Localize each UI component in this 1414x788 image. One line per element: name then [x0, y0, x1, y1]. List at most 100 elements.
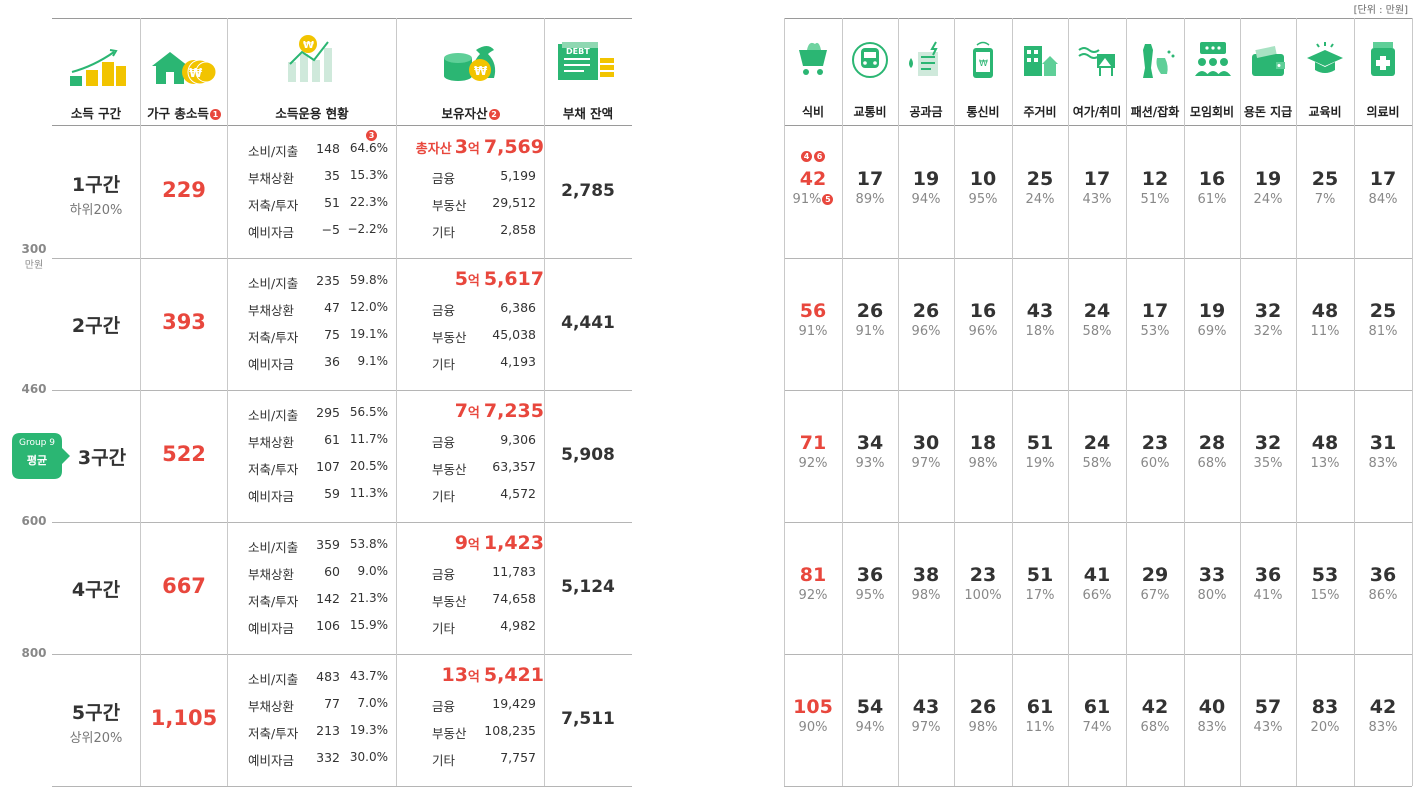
category-spending-cell: 30 97%: [898, 432, 954, 471]
asset-value: 2,858: [500, 222, 536, 237]
spending-amount: 43: [912, 696, 940, 718]
asset-row: 금융 9,306: [398, 432, 544, 459]
usage-row: 예비자금 332 30.0%: [228, 750, 396, 777]
category-spending-cell: 48 11%: [1296, 300, 1354, 339]
spending-percent-value: 94%: [855, 720, 885, 735]
spending-percent-value: 91%: [855, 324, 885, 339]
spending-percent-value: 95%: [855, 588, 885, 603]
asset-total-eok: 13: [441, 664, 468, 686]
spending-amount: 51: [1026, 432, 1054, 454]
spending-percent: 17%: [1012, 588, 1068, 603]
spending-amount: 17: [1369, 168, 1397, 190]
asset-value: 7,757: [500, 750, 536, 765]
usage-row: 소비/지출 295 56.5%: [228, 405, 396, 432]
header-assets-label: 보유자산: [441, 106, 488, 121]
spending-amount: 31: [1369, 432, 1397, 454]
category-spending-cell: 26 91%: [842, 300, 898, 339]
category-label: 패션/잡화: [1130, 105, 1180, 119]
spending-percent-value: 74%: [1082, 720, 1112, 735]
category-label: 식비: [801, 105, 825, 119]
spending-percent-value: 18%: [1025, 324, 1055, 339]
asset-value: 108,235: [484, 723, 536, 738]
asset-value: 6,386: [500, 300, 536, 315]
spending-amount: 23: [969, 564, 997, 586]
category-spending-cell: 26 96%: [898, 300, 954, 339]
row-rule: [52, 654, 632, 655]
row-rule: [784, 654, 1412, 655]
spending-amount: 61: [1026, 696, 1054, 718]
svg-text:₩: ₩: [189, 66, 203, 80]
spending-percent: 66%: [1068, 588, 1126, 603]
category-spending-cell: 25 24%: [1012, 168, 1068, 207]
category-spending-cell: 31 83%: [1354, 432, 1412, 471]
usage-label: 소비/지출: [248, 672, 299, 687]
spending-percent: 83%: [1354, 720, 1412, 735]
spending-percent: 84%: [1354, 192, 1412, 207]
asset-row: 부동산 29,512: [398, 195, 544, 222]
asset-label: 기타: [432, 225, 456, 240]
column-rule: [396, 18, 397, 786]
category-spending-cell: 25 7%: [1296, 168, 1354, 207]
debt-value: 5,908: [561, 445, 615, 465]
category-spending-cell: 41 66%: [1068, 564, 1126, 603]
spending-percent-value: 13%: [1310, 456, 1340, 471]
spending-percent: 91%: [842, 324, 898, 339]
usage-value: 47: [324, 300, 340, 315]
band-label: 1구간 하위20%: [52, 170, 140, 218]
total-income-value: 667: [162, 574, 206, 598]
usage-percent: 19.1%: [349, 327, 388, 341]
usage-label: 저축/투자: [248, 462, 299, 477]
average-badge-line2: 평균: [26, 454, 48, 467]
spending-amount: 17: [856, 168, 884, 190]
usage-row: 부채상환 77 7.0%: [228, 696, 396, 723]
spending-percent: 97%: [898, 720, 954, 735]
spending-amount: 105: [793, 696, 833, 718]
usage-value: 75: [324, 327, 340, 342]
usage-value: 295: [316, 405, 340, 420]
spending-percent-value: 94%: [911, 192, 941, 207]
category-spending-cell: 34 93%: [842, 432, 898, 471]
food-spending-cell: 105 90%: [784, 696, 842, 735]
usage-label: 소비/지출: [248, 276, 299, 291]
spending-percent: 95%: [842, 588, 898, 603]
asset-label: 기타: [432, 621, 456, 636]
band-label: 3구간: [64, 443, 140, 470]
spending-amount: 19: [912, 168, 940, 190]
spending-percent: 94%: [842, 720, 898, 735]
asset-value: 4,193: [500, 354, 536, 369]
usage-value: −5: [321, 222, 340, 237]
column-rule: [140, 18, 141, 786]
debt-value: 2,785: [561, 181, 615, 201]
asset-value: 5,199: [500, 168, 536, 183]
row-rule: [52, 522, 632, 523]
category-spending-cell: 23 60%: [1126, 432, 1184, 471]
category-spending-cell: 54 94%: [842, 696, 898, 735]
header-income-usage: 소득운용 현황: [275, 106, 349, 121]
category-spending-cell: 42 83%: [1354, 696, 1412, 735]
usage-row: 저축/투자 51 22.3%: [228, 195, 396, 222]
spending-percent: 67%: [1126, 588, 1184, 603]
food-spending-cell: 56 91%: [784, 300, 842, 339]
category-spending-cell: 36 95%: [842, 564, 898, 603]
spending-percent-value: 90%: [798, 720, 828, 735]
spending-percent: 18%: [1012, 324, 1068, 339]
header-total-income: 가구 총소득 1: [141, 103, 227, 122]
category-spending-cell: 17 89%: [842, 168, 898, 207]
usage-percent: 43.7%: [349, 669, 388, 683]
asset-value: 29,512: [492, 195, 536, 210]
usage-value: 77: [324, 696, 340, 711]
usage-value: 213: [316, 723, 340, 738]
spending-amount: 10: [969, 168, 997, 190]
spending-percent-value: 24%: [1025, 192, 1055, 207]
spending-percent: 11%: [1012, 720, 1068, 735]
debt-document-icon: DEBT: [556, 40, 616, 84]
usage-row: 부채상환 35 15.3%: [228, 168, 396, 195]
asset-row: 금융 19,429: [398, 696, 544, 723]
usage-value: 235: [316, 273, 340, 288]
average-badge: [12, 433, 70, 479]
spending-amount: 36: [856, 564, 884, 586]
asset-value: 4,572: [500, 486, 536, 501]
spending-percent-value: 51%: [1140, 192, 1170, 207]
spending-percent: 69%: [1184, 324, 1240, 339]
fashion-icon: [1135, 40, 1175, 80]
